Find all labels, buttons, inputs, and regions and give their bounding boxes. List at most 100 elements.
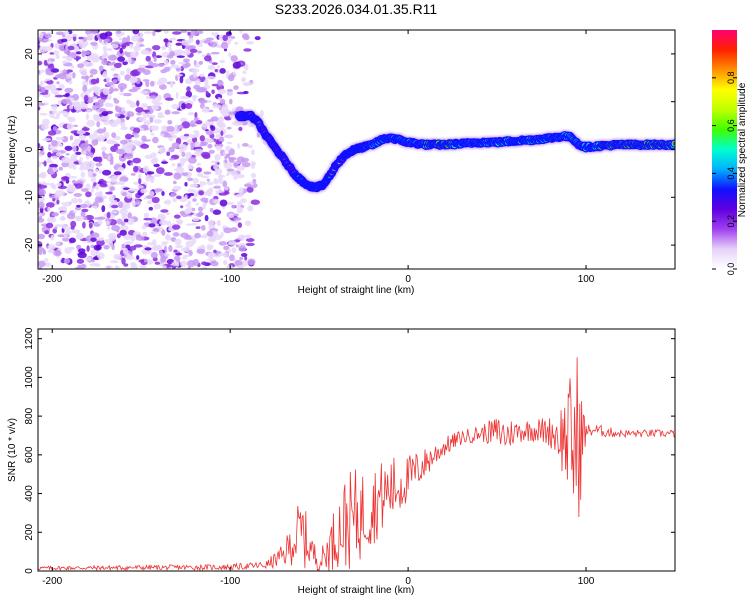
noise-speck (38, 260, 46, 267)
noise-speck (161, 191, 165, 196)
noise-speck (119, 92, 124, 96)
noise-speck (38, 183, 42, 188)
noise-speck (167, 259, 174, 264)
noise-speck (146, 107, 154, 115)
noise-speck (152, 30, 156, 37)
noise-speck (212, 104, 222, 109)
noise-speck (60, 211, 67, 215)
noise-speck (202, 106, 207, 111)
noise-speck (142, 109, 150, 113)
noise-speck (193, 130, 199, 134)
noise-speck (225, 70, 229, 74)
noise-speck (192, 198, 197, 202)
noise-speck (152, 45, 161, 51)
noise-speck (131, 132, 138, 135)
noise-speck (74, 138, 81, 145)
snr-series-line (38, 357, 675, 571)
noise-speck (102, 88, 110, 95)
noise-speck (241, 33, 249, 39)
noise-speck (66, 73, 73, 79)
noise-speck (85, 256, 92, 262)
noise-speck (39, 45, 48, 53)
noise-speck (197, 50, 203, 54)
noise-speck (159, 84, 167, 90)
noise-speck (188, 157, 197, 164)
noise-speck (213, 199, 220, 204)
noise-speck (199, 235, 208, 239)
noise-speck (195, 62, 199, 67)
noise-speck (100, 93, 108, 101)
noise-speck (226, 264, 233, 269)
noise-speck (137, 68, 142, 72)
noise-speck (231, 247, 237, 254)
noise-speck (90, 188, 94, 194)
noise-speck (150, 231, 158, 235)
noise-speck (49, 163, 58, 168)
noise-speck (224, 159, 228, 164)
noise-speck (52, 198, 56, 202)
noise-speck (80, 263, 87, 269)
noise-speck (38, 102, 46, 106)
noise-speck (247, 258, 256, 266)
noise-speck (174, 238, 182, 246)
noise-speck (233, 217, 242, 221)
noise-speck (121, 43, 127, 50)
noise-speck (115, 181, 120, 185)
noise-speck (150, 125, 160, 131)
noise-speck (91, 139, 99, 146)
noise-speck (45, 202, 55, 208)
noise-speck (121, 31, 125, 36)
noise-speck (61, 31, 70, 35)
noise-speck (187, 260, 196, 268)
noise-speck (85, 113, 89, 121)
noise-speck (227, 248, 231, 254)
noise-speck (53, 226, 58, 230)
spectrogram-y-ticks: -20 -10 0 10 20 (24, 48, 675, 252)
colorbar: 0.0 0.2 0.4 0.6 0.8 Normalized spectral ampl… (712, 30, 748, 275)
noise-speck (222, 180, 228, 188)
noise-speck (129, 76, 138, 84)
noise-speck (80, 210, 86, 218)
noise-speck (171, 103, 180, 110)
noise-speck (136, 100, 140, 107)
noise-speck (77, 63, 85, 69)
noise-speck (101, 111, 109, 117)
noise-speck (103, 244, 110, 250)
noise-speck (247, 205, 254, 212)
noise-speck (126, 252, 131, 259)
noise-speck (243, 63, 249, 71)
noise-speck (135, 235, 145, 241)
noise-speck (152, 136, 159, 144)
noise-speck (38, 233, 46, 240)
noise-speck (165, 212, 171, 216)
noise-speck (154, 30, 162, 33)
noise-speck (192, 192, 199, 198)
noise-speck (232, 61, 242, 69)
noise-speck (117, 201, 124, 209)
snr-panel: -200 -100 0 100 0 200 400 600 800 1000 1200 Heigh… (7, 327, 676, 596)
noise-speck (101, 205, 106, 213)
noise-speck (117, 167, 125, 172)
noise-speck (201, 261, 208, 266)
noise-speck (225, 201, 234, 205)
noise-speck (178, 144, 188, 151)
noise-speck (61, 162, 69, 168)
noise-speck (85, 30, 93, 35)
noise-speck (188, 37, 194, 43)
noise-speck (111, 204, 119, 209)
noise-speck (62, 94, 70, 97)
noise-speck (207, 143, 213, 149)
noise-speck (87, 145, 91, 152)
noise-speck (146, 51, 153, 55)
noise-speck (79, 103, 88, 110)
noise-speck (246, 41, 254, 45)
noise-speck (217, 79, 224, 87)
noise-speck (63, 258, 71, 264)
noise-speck (188, 192, 195, 197)
noise-speck (86, 245, 90, 252)
noise-speck (201, 181, 207, 186)
noise-speck (173, 172, 182, 180)
noise-speck (170, 237, 177, 242)
noise-speck (91, 205, 98, 209)
noise-speck (125, 111, 135, 118)
